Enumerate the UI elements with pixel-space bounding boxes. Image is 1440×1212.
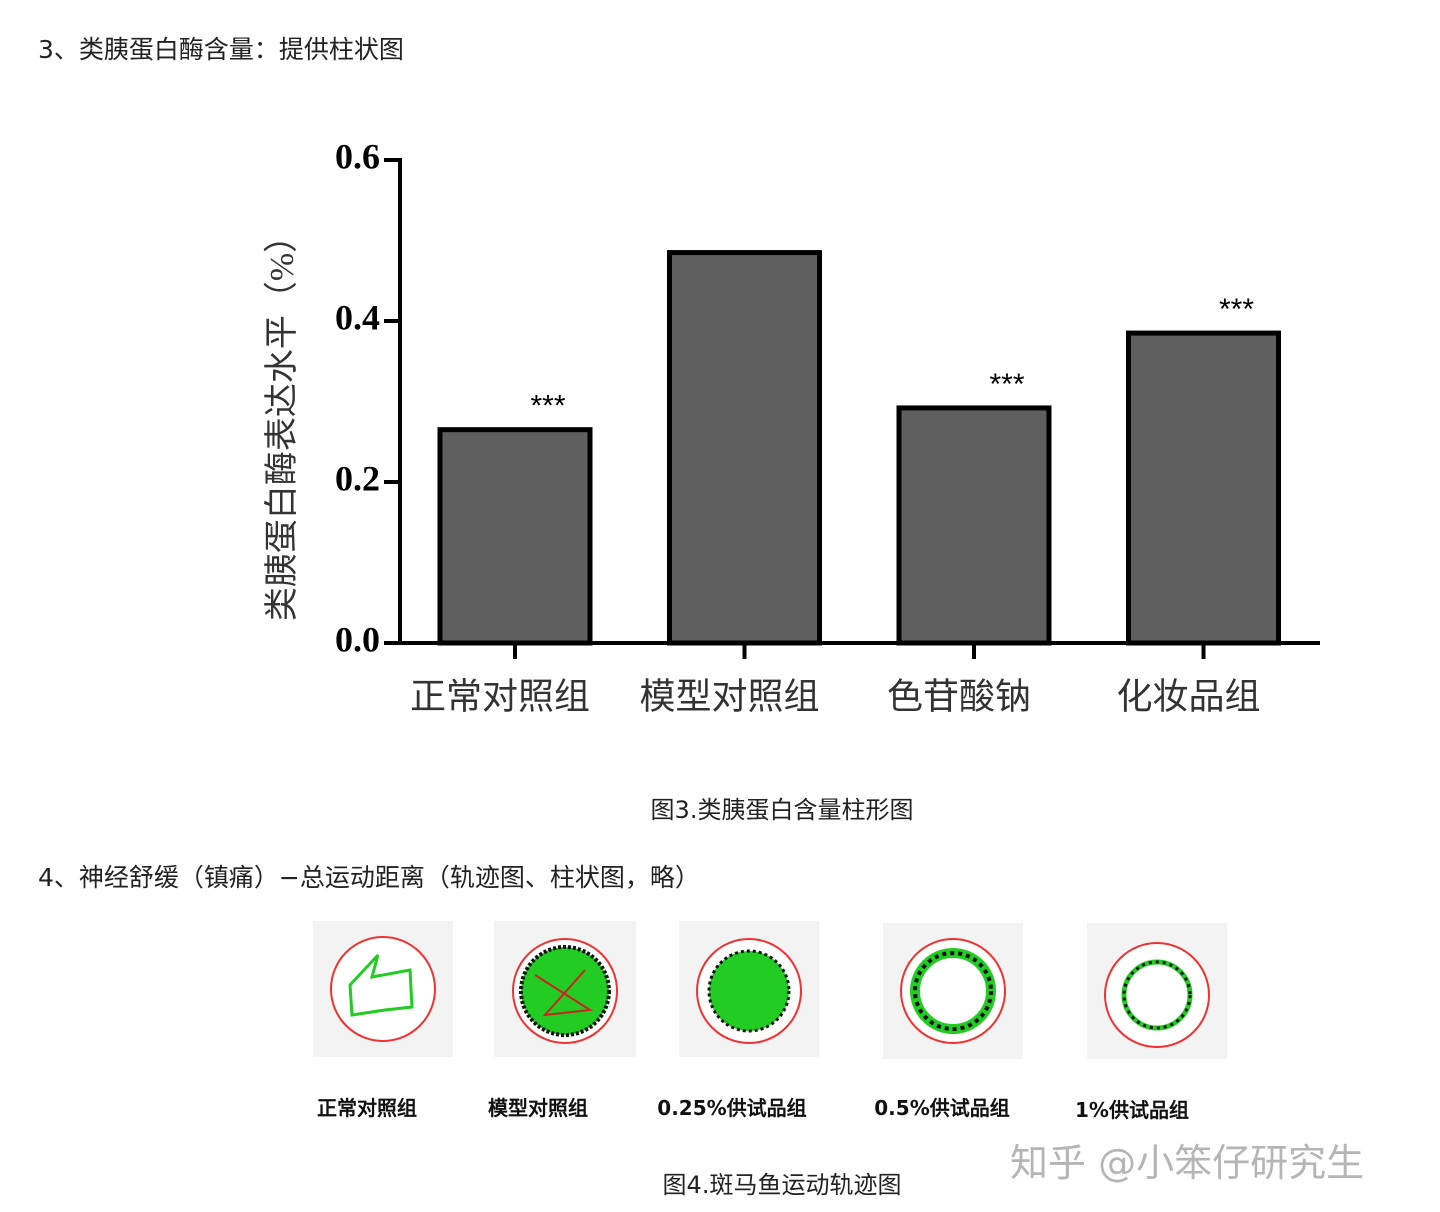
y-tick-label: 0.6 — [335, 136, 380, 176]
x-tick-label: 模型对照组 — [639, 676, 819, 716]
trajectory-label: 正常对照组 — [317, 1096, 417, 1120]
trajectory-label: 0.25%供试品组 — [657, 1096, 807, 1120]
heading: 3、类胰蛋白酶含量：提供柱状图 — [38, 35, 404, 64]
x-tick-label: 化妆品组 — [1116, 676, 1260, 716]
trajectory-label: 0.5%供试品组 — [874, 1096, 1010, 1120]
trajectory-image — [883, 923, 1023, 1059]
y-tick-label: 0.4 — [335, 297, 380, 337]
x-tick-label: 正常对照组 — [410, 676, 590, 716]
watermark: 知乎 @小笨仔研究生 — [1010, 1141, 1365, 1185]
bar — [1126, 330, 1281, 646]
trajectory-image — [679, 921, 819, 1057]
trajectory-image — [494, 921, 636, 1057]
bar — [437, 427, 593, 646]
y-tick-label: 0.2 — [335, 458, 380, 498]
trajectory-label: 1%供试品组 — [1075, 1098, 1189, 1122]
bar — [667, 250, 822, 646]
heading: 4、神经舒缓（镇痛）−总运动距离（轨迹图、柱状图，略） — [38, 863, 700, 892]
trajectory-image — [1087, 923, 1227, 1059]
annotation: *** — [989, 368, 1024, 401]
annotation: *** — [1219, 293, 1254, 326]
y-tick-label: 0.0 — [335, 619, 380, 659]
bar — [896, 405, 1052, 646]
caption: 图4.斑马鱼运动轨迹图 — [662, 1171, 902, 1199]
x-tick-label: 色苷酸钠 — [887, 676, 1031, 716]
trajectory-images — [313, 921, 1227, 1059]
annotation: *** — [530, 390, 565, 423]
trajectory-image — [313, 921, 453, 1057]
chart: 0.0 0.2 0.4 0.6 类胰蛋白酶表达水平（%） 正常对照组 *** 模型对照组 色苷酸… — [263, 136, 1320, 716]
trajectory-label: 模型对照组 — [488, 1096, 588, 1120]
y-axis-label: 类胰蛋白酶表达水平（%） — [263, 219, 301, 621]
caption: 图3.类胰蛋白含量柱形图 — [650, 796, 914, 824]
